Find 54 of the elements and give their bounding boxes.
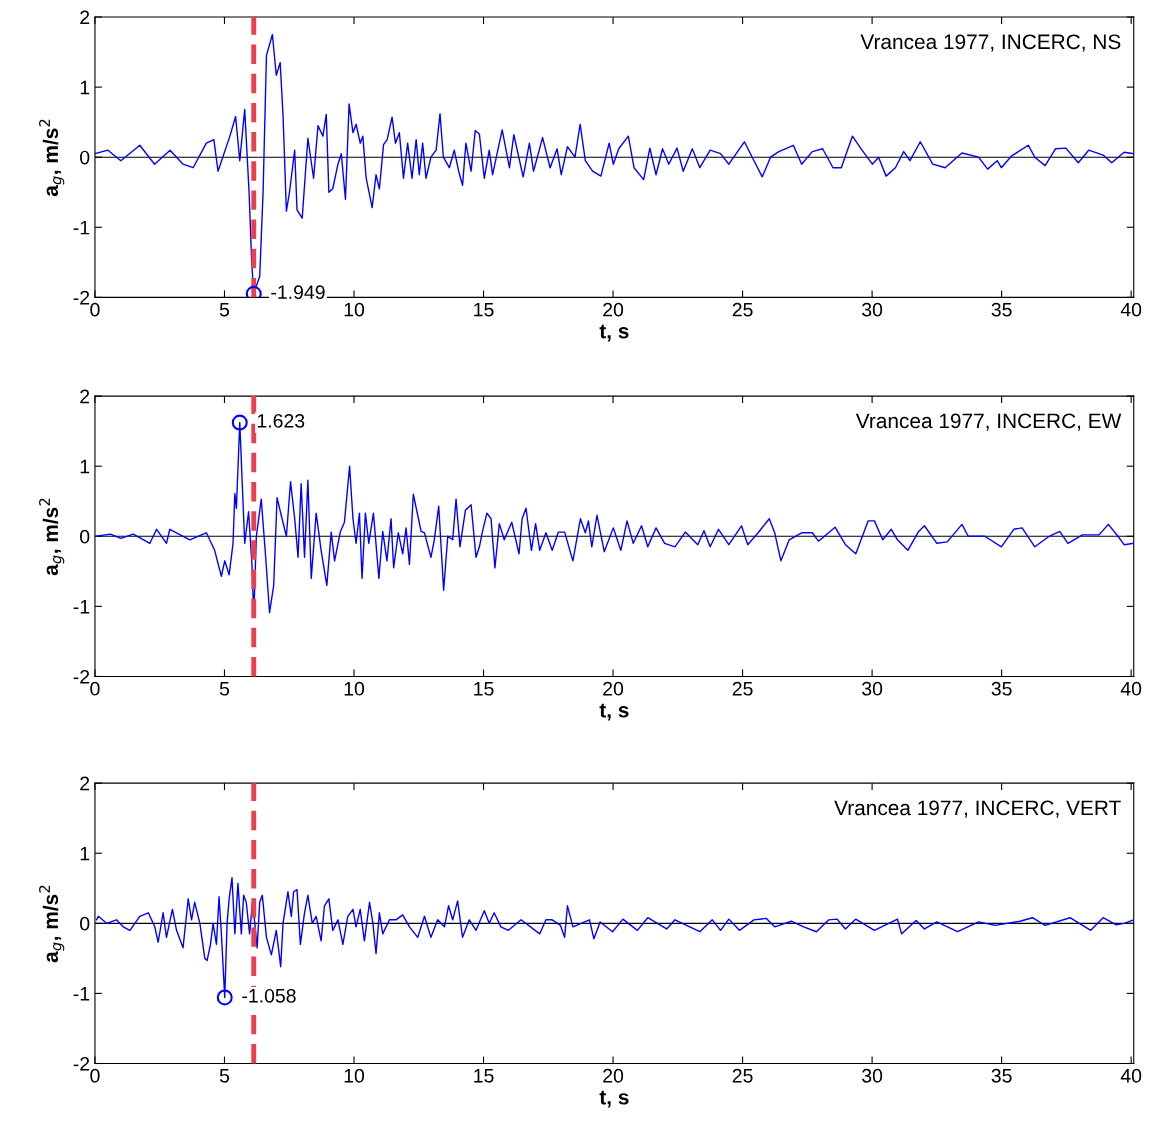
annotation: -1.949 [271, 285, 325, 300]
x-tick-label: 15 [474, 1069, 494, 1083]
y-tick-label: -2 [73, 290, 90, 305]
x-tick-label: 35 [991, 302, 1012, 317]
x-tick-label: 30 [862, 1068, 883, 1083]
x-axis-title: t, s [599, 324, 629, 342]
x-tick-label: 20 [603, 302, 624, 317]
x-tick-label: 30 [862, 681, 883, 696]
x-tick-label: 15 [474, 682, 494, 696]
x-tick-label: 35 [991, 681, 1012, 696]
y-tick-label: -1 [73, 600, 90, 614]
x-axis-title: t, s [599, 703, 629, 721]
x-tick-label: 25 [732, 1068, 753, 1083]
x-tick-label: 5 [219, 1069, 230, 1083]
y-axis-title: a$_{g}$, m/s$^{2}$ [39, 119, 65, 197]
annotation: -1.058 [242, 988, 296, 1003]
x-tick-label: 40 [1120, 681, 1142, 696]
y-tick-label: 2 [80, 389, 90, 404]
y-tick-label: 0 [80, 529, 90, 544]
x-tick-label: 25 [732, 302, 753, 317]
x-tick-label: 0 [90, 1068, 100, 1083]
y-tick-label: -1 [73, 987, 90, 1001]
x-tick-label: 40 [1120, 302, 1142, 317]
x-tick-label: 5 [219, 302, 230, 317]
x-tick-label: 20 [603, 681, 624, 696]
x-tick-label: 40 [1120, 1068, 1142, 1083]
y-tick-label: 2 [80, 10, 90, 25]
x-tick-label: 35 [991, 1068, 1012, 1083]
x-axis-title: t, s [599, 1090, 629, 1108]
y-tick-label: 1 [80, 846, 90, 861]
y-tick-label: 0 [80, 916, 90, 931]
y-tick-label: 1 [80, 459, 90, 474]
x-tick-label: 10 [344, 302, 365, 317]
y-tick-label: -2 [73, 669, 90, 684]
x-tick-label: 0 [90, 302, 100, 317]
y-tick-label: 0 [80, 150, 90, 165]
y-axis-title: a$_{g}$, m/s$^{2}$ [39, 498, 65, 576]
x-tick-label: 10 [344, 1068, 365, 1083]
x-tick-label: 25 [732, 681, 753, 696]
x-tick-label: 5 [219, 682, 230, 696]
y-axis-title: a$_{g}$, m/s$^{2}$ [39, 885, 65, 963]
x-tick-label: 10 [344, 681, 365, 696]
x-tick-label: 15 [474, 302, 494, 317]
text: Vrancea 1977, INCERC, VERT [834, 800, 1121, 818]
text: Vrancea 1977, INCERC, NS [860, 34, 1121, 52]
y-tick-label: 2 [80, 776, 90, 791]
x-tick-label: 0 [90, 681, 100, 696]
y-tick-label: 1 [80, 80, 90, 95]
y-tick-label: -1 [73, 220, 90, 235]
annotation: 1.623 [257, 413, 305, 428]
y-tick-label: -2 [73, 1056, 90, 1071]
x-tick-label: 30 [862, 302, 883, 317]
x-tick-label: 20 [603, 1068, 624, 1083]
text: Vrancea 1977, INCERC, EW [855, 413, 1122, 431]
